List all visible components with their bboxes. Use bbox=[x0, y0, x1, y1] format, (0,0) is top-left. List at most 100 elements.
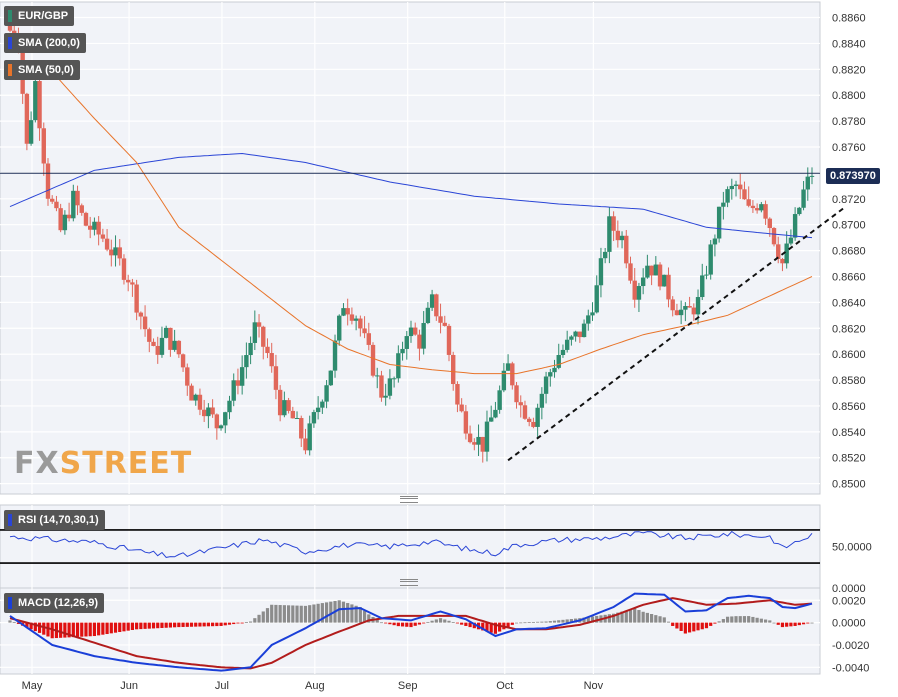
macd-histogram-bar-negative bbox=[122, 622, 126, 632]
price-y-tick-label: 0.8580 bbox=[832, 375, 866, 387]
candle-body-bearish bbox=[142, 316, 148, 330]
macd-histogram-bar-negative bbox=[168, 622, 172, 628]
candle-body-bearish bbox=[510, 363, 515, 386]
candle-body-bearish bbox=[451, 354, 456, 385]
macd-histogram-bar-negative bbox=[400, 622, 405, 627]
macd-histogram-bar-negative bbox=[704, 622, 709, 629]
candle-body-bearish bbox=[442, 322, 447, 326]
macd-histogram-bar-positive bbox=[552, 620, 557, 623]
candle-body-bearish bbox=[738, 184, 743, 190]
macd-histogram-bar-positive bbox=[341, 601, 346, 623]
x-tick-label-month: Sep bbox=[398, 680, 418, 692]
candle-body-bullish bbox=[159, 337, 165, 355]
sma200-legend: SMA (200,0) bbox=[4, 33, 86, 53]
macd-histogram-bar-positive bbox=[278, 605, 282, 623]
macd-histogram-bar-positive bbox=[557, 620, 561, 623]
candle-body-bullish bbox=[341, 308, 346, 316]
candle-body-bearish bbox=[180, 354, 186, 368]
macd-histogram-bar-negative bbox=[16, 622, 21, 624]
candle-body-bullish bbox=[425, 307, 431, 324]
candle-body-bullish bbox=[759, 204, 764, 211]
candle-body-bullish bbox=[662, 274, 667, 287]
candle-body-bullish bbox=[704, 274, 709, 276]
price-y-tick-label: 0.8500 bbox=[832, 479, 866, 491]
candle-body-bearish bbox=[265, 346, 270, 354]
macd-y-tick-label: -0.0020 bbox=[832, 640, 869, 652]
macd-histogram-bar-positive bbox=[249, 621, 253, 623]
macd-histogram-bar-negative bbox=[29, 622, 33, 630]
macd-histogram-bar-positive bbox=[329, 601, 333, 623]
candle-body-bullish bbox=[28, 120, 34, 144]
candle-body-bearish bbox=[657, 264, 663, 287]
candle-body-bearish bbox=[83, 212, 89, 226]
macd-histogram-bar-positive bbox=[565, 619, 569, 623]
candle-body-bullish bbox=[552, 367, 557, 373]
macd-line bbox=[9, 592, 813, 672]
macd-histogram-bar-negative bbox=[37, 622, 42, 633]
macd-histogram-bar-positive bbox=[303, 605, 308, 623]
candle-body-bullish bbox=[556, 354, 561, 368]
candle-body-bearish bbox=[413, 327, 418, 335]
candle-body-bearish bbox=[214, 414, 220, 429]
candle-body-bullish bbox=[797, 207, 802, 215]
candle-body-bearish bbox=[687, 306, 692, 308]
macd-histogram-bar-negative bbox=[177, 622, 181, 628]
candle-body-bullish bbox=[489, 417, 494, 422]
macd-histogram-bar-negative bbox=[797, 622, 801, 626]
macd-pane-background bbox=[0, 587, 821, 675]
macd-histogram-bar-positive bbox=[426, 621, 430, 623]
candle-body-bullish bbox=[784, 243, 789, 264]
rsi-pane-resize-handle[interactable] bbox=[400, 496, 418, 503]
macd-histogram-bar-positive bbox=[379, 622, 384, 624]
macd-histogram-bar-positive bbox=[270, 604, 274, 623]
candle-body-bearish bbox=[771, 228, 777, 245]
candle-body-bearish bbox=[66, 214, 72, 219]
candle-body-bearish bbox=[691, 307, 697, 315]
candle-body-bearish bbox=[109, 249, 114, 256]
sma200-label: SMA (200,0) bbox=[18, 37, 80, 49]
candle-body-bullish bbox=[607, 216, 612, 252]
macd-histogram-bar-positive bbox=[742, 616, 747, 623]
macd-histogram-bar-negative bbox=[160, 622, 164, 628]
candle-body-bearish bbox=[235, 380, 241, 386]
macd-histogram-bar-positive bbox=[751, 616, 755, 623]
macd-histogram-bar-negative bbox=[232, 622, 236, 625]
macd-histogram-bar-positive bbox=[650, 614, 654, 623]
macd-histogram-bar-positive bbox=[536, 621, 540, 623]
candle-body-bullish bbox=[712, 238, 718, 245]
candle-body-bullish bbox=[564, 339, 570, 350]
macd-histogram-bar-negative bbox=[198, 622, 202, 627]
candle-body-bearish bbox=[261, 326, 266, 347]
fxstreet-watermark: FXSTREET bbox=[14, 446, 192, 481]
macd-histogram-bar-positive bbox=[346, 603, 350, 623]
candle-body-bullish bbox=[320, 401, 325, 408]
macd-pane-resize-handle[interactable] bbox=[400, 579, 418, 586]
macd-histogram-bar-positive bbox=[734, 616, 738, 623]
candle-body-bearish bbox=[776, 244, 781, 259]
watermark-street: STREET bbox=[59, 446, 193, 481]
macd-histogram-bar-negative bbox=[493, 622, 498, 634]
macd-histogram-bar-negative bbox=[223, 622, 227, 626]
macd-histogram-bar-negative bbox=[206, 622, 210, 627]
macd-histogram-bar-negative bbox=[806, 622, 810, 624]
candle-body-bearish bbox=[50, 198, 55, 202]
macd-histogram-bar-negative bbox=[780, 622, 785, 628]
sma50-label: SMA (50,0) bbox=[18, 64, 74, 76]
candle-body-bearish bbox=[7, 22, 13, 31]
macd-histogram-bar-positive bbox=[12, 622, 16, 623]
candle-body-bullish bbox=[733, 184, 739, 186]
macd-histogram-bar-negative bbox=[50, 622, 54, 639]
macd-histogram-bar-negative bbox=[113, 622, 118, 633]
candle-body-bearish bbox=[121, 258, 127, 280]
candle-body-bullish bbox=[484, 421, 490, 452]
macd-histogram-bar-negative bbox=[215, 622, 219, 627]
macd-histogram-bar-negative bbox=[118, 622, 122, 633]
price-y-tick-label: 0.8680 bbox=[832, 246, 866, 258]
candle-body-bearish bbox=[459, 404, 464, 412]
current-price-badge: 0.873970 bbox=[826, 168, 880, 184]
candle-body-bearish bbox=[58, 208, 63, 231]
price-y-tick-label: 0.8560 bbox=[832, 401, 866, 413]
instrument-label: EUR/GBP bbox=[18, 10, 69, 22]
macd-histogram-bar-positive bbox=[725, 616, 730, 623]
price-y-tick-label: 0.8660 bbox=[832, 271, 866, 283]
